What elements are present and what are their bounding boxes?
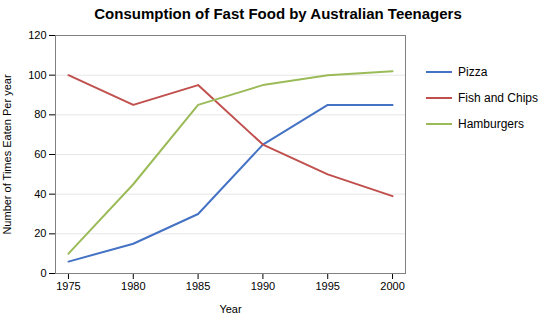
svg-text:20: 20 <box>34 227 46 239</box>
svg-text:60: 60 <box>34 148 46 160</box>
svg-text:0: 0 <box>40 267 46 279</box>
svg-text:100: 100 <box>28 69 46 81</box>
svg-text:80: 80 <box>34 108 46 120</box>
svg-text:1975: 1975 <box>56 280 80 292</box>
svg-text:2000: 2000 <box>380 280 404 292</box>
html-text:Pizza: Pizza <box>458 65 488 79</box>
html-text:Fish and Chips: Fish and Chips <box>458 91 538 105</box>
html-text:Hamburgers: Hamburgers <box>458 117 524 131</box>
html-text:Consumption of Fast Food by Au: Consumption of Fast Food by Australian T… <box>94 5 462 22</box>
svg-text:1985: 1985 <box>186 280 210 292</box>
svg-text:1995: 1995 <box>315 280 339 292</box>
svg-text:40: 40 <box>34 188 46 200</box>
svg-text:1980: 1980 <box>121 280 145 292</box>
svg-text:Number of Times Eaten Per year: Number of Times Eaten Per year <box>1 74 13 235</box>
svg-text:120: 120 <box>28 29 46 41</box>
svg-text:Year: Year <box>219 303 242 315</box>
svg-text:1990: 1990 <box>251 280 275 292</box>
